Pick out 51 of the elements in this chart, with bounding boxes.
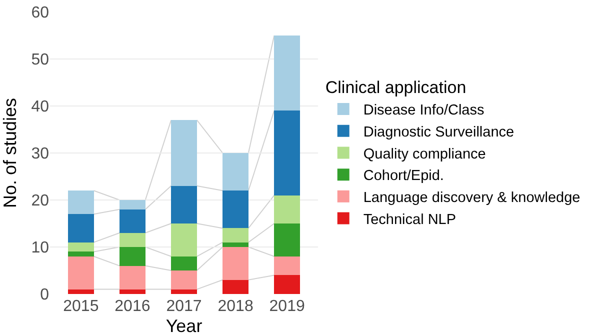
bar bbox=[120, 289, 146, 294]
y-tick-label: 40 bbox=[31, 98, 50, 116]
bar bbox=[171, 186, 197, 224]
bar bbox=[274, 275, 300, 294]
bar bbox=[120, 200, 146, 210]
bar bbox=[68, 256, 94, 290]
legend-label: Language discovery & knowledge bbox=[363, 190, 580, 206]
bar bbox=[222, 247, 248, 280]
x-tick-label: 2019 bbox=[269, 298, 305, 315]
bar bbox=[222, 153, 248, 191]
y-tick-label: 10 bbox=[31, 240, 50, 257]
y-tick-label: 0 bbox=[40, 286, 50, 304]
y-tick-label: 30 bbox=[31, 146, 50, 163]
x-tick-label: 2017 bbox=[166, 298, 202, 315]
bar bbox=[68, 214, 94, 242]
bar bbox=[120, 266, 146, 290]
bar bbox=[171, 224, 197, 256]
y-axis-title: No. of studies bbox=[0, 98, 20, 208]
legend-label: Diagnostic Surveillance bbox=[363, 124, 514, 141]
legend-label: Technical NLP bbox=[363, 212, 456, 228]
x-tick-label: 2018 bbox=[218, 298, 254, 315]
bar bbox=[68, 252, 94, 256]
legend-title: Clinical application bbox=[325, 78, 466, 98]
bar bbox=[274, 256, 300, 276]
bar bbox=[222, 228, 248, 242]
bar bbox=[120, 232, 146, 247]
bar bbox=[222, 242, 248, 247]
bar bbox=[171, 120, 197, 186]
bar bbox=[68, 190, 94, 214]
bar bbox=[274, 36, 300, 111]
bar bbox=[274, 195, 300, 224]
bar bbox=[120, 209, 146, 233]
bar bbox=[171, 270, 197, 290]
bar bbox=[120, 247, 146, 266]
y-tick-label: 20 bbox=[31, 192, 50, 210]
bar bbox=[222, 280, 248, 294]
y-tick-label: 60 bbox=[31, 4, 50, 22]
x-tick-label: 2015 bbox=[63, 298, 99, 315]
bar bbox=[274, 224, 300, 256]
bar bbox=[171, 289, 197, 294]
bar bbox=[171, 256, 197, 270]
x-axis-title: Year bbox=[166, 316, 202, 336]
legend-label: Quality compliance bbox=[363, 146, 486, 162]
y-tick-label: 50 bbox=[31, 52, 50, 69]
x-tick-label: 2016 bbox=[114, 298, 150, 315]
bar bbox=[222, 190, 248, 228]
legend-label: Disease Info/Class bbox=[363, 102, 484, 119]
bar bbox=[68, 242, 94, 252]
bar bbox=[68, 289, 94, 294]
legend-label: Cohort/Epid. bbox=[363, 168, 444, 184]
bar bbox=[274, 110, 300, 196]
